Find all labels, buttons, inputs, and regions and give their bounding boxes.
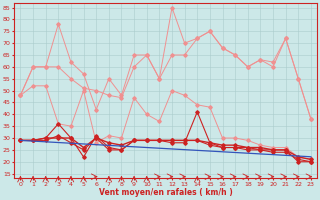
X-axis label: Vent moyen/en rafales ( km/h ): Vent moyen/en rafales ( km/h ) bbox=[99, 188, 233, 197]
